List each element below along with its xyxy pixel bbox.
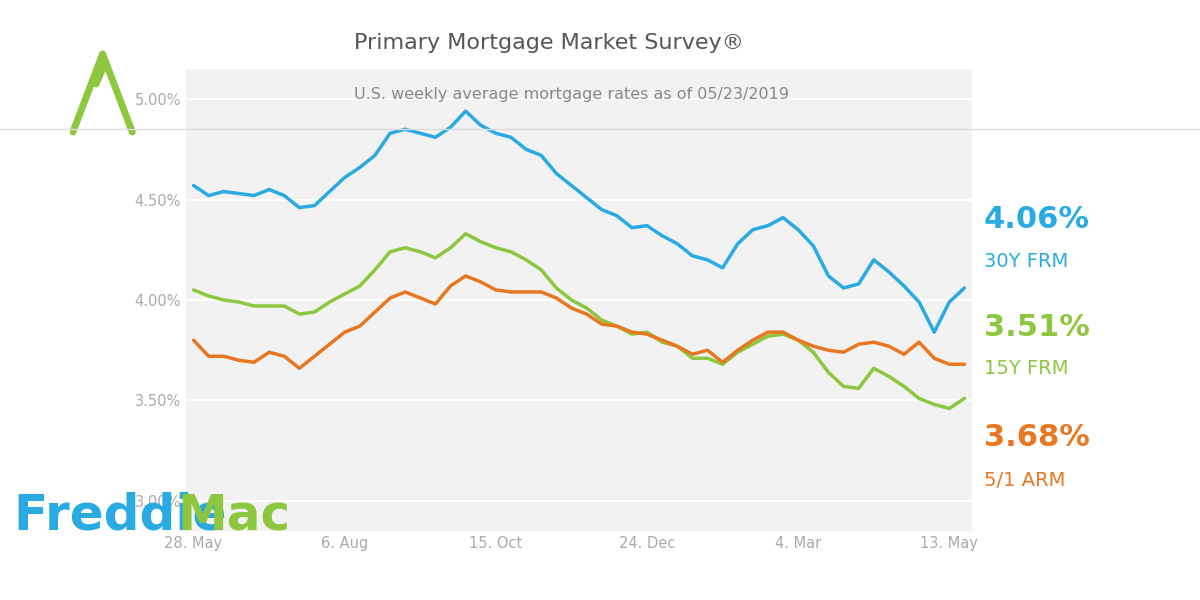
Text: Primary Mortgage Market Survey®: Primary Mortgage Market Survey® (354, 33, 744, 53)
Text: 3.68%: 3.68% (984, 424, 1090, 452)
Text: 4.06%: 4.06% (984, 205, 1090, 233)
Text: 5/1 ARM: 5/1 ARM (984, 470, 1066, 490)
Text: U.S. weekly average mortgage rates as of 05/23/2019: U.S. weekly average mortgage rates as of… (354, 87, 790, 102)
Text: Freddie: Freddie (14, 492, 245, 540)
Text: 30Y FRM: 30Y FRM (984, 251, 1068, 271)
Text: 15Y FRM: 15Y FRM (984, 359, 1068, 379)
Text: 3.51%: 3.51% (984, 313, 1090, 341)
Text: Mac: Mac (178, 492, 290, 540)
